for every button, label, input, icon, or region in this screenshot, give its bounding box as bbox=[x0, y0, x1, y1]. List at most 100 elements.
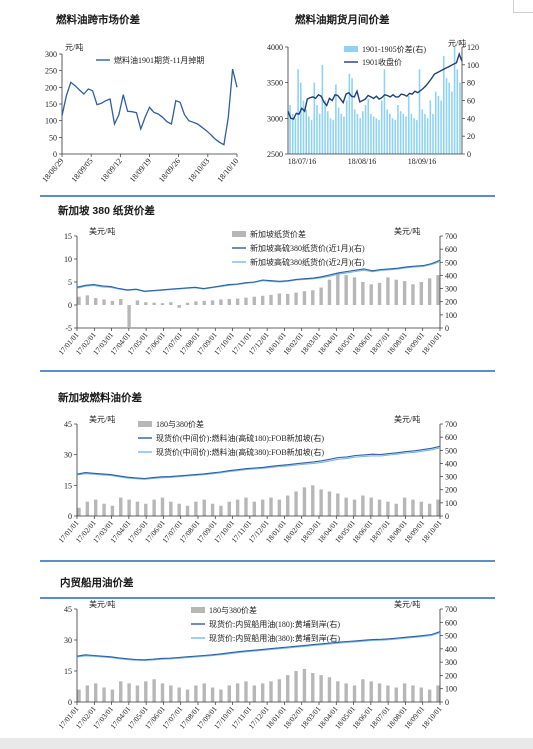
c5-bar bbox=[102, 687, 106, 702]
c4-y2tick-label: 700 bbox=[445, 420, 457, 429]
page-corner-mark bbox=[513, 0, 533, 13]
c5-bar bbox=[244, 681, 248, 702]
c2-ytick-label: 3000 bbox=[267, 114, 283, 123]
c1-legend-label: 燃料油1901期货-11月掉期 bbox=[114, 55, 204, 65]
section-title-domestic-bunker: 内贸船用油价差 bbox=[60, 577, 134, 589]
c3-bar bbox=[110, 300, 115, 305]
c5-bar bbox=[219, 689, 223, 702]
c3-bar bbox=[336, 272, 340, 305]
c4-bar bbox=[294, 491, 298, 516]
c4-ytick-label: 0 bbox=[68, 512, 72, 521]
c2-bar bbox=[429, 100, 432, 154]
c3-bar bbox=[185, 302, 190, 305]
c2-bar bbox=[399, 111, 402, 154]
c3-bar bbox=[127, 305, 131, 328]
c4-bar bbox=[85, 501, 90, 516]
c2-legend-label: 1901收盘价 bbox=[362, 57, 402, 67]
c3-bar bbox=[361, 282, 365, 305]
c2-bar bbox=[410, 113, 413, 154]
c4-bar bbox=[277, 499, 282, 516]
c2-ytick-label: 3500 bbox=[267, 79, 283, 88]
c2-bar bbox=[318, 113, 321, 154]
c2-y2tick-label: 120 bbox=[467, 43, 479, 52]
c2-bar bbox=[386, 109, 388, 154]
c3-legend-swatch bbox=[232, 231, 246, 237]
c5-bar bbox=[377, 683, 382, 702]
c2-bar bbox=[308, 116, 310, 154]
c5-bar bbox=[336, 681, 340, 702]
c5-bar bbox=[169, 685, 173, 702]
c4-legend-label: 现货价(中间价):燃料油(高硫380):FOB新加坡(右) bbox=[156, 447, 324, 457]
c4-bar bbox=[219, 505, 223, 516]
c2-bar bbox=[337, 107, 340, 154]
c5-series2-line bbox=[76, 632, 441, 662]
c3-bar bbox=[386, 277, 390, 305]
c2-bar bbox=[440, 100, 442, 154]
c2-bar bbox=[405, 116, 407, 154]
c5-bar bbox=[77, 689, 81, 702]
c4-y2tick-label: 400 bbox=[445, 459, 457, 468]
section-title-cross-market: 燃料油跨市场价差 bbox=[56, 14, 140, 26]
c3-series1-line bbox=[76, 259, 441, 292]
c3-y2tick-label: 700 bbox=[445, 232, 457, 241]
c5-bar bbox=[252, 685, 257, 702]
c3-ytick-label: 0 bbox=[68, 301, 72, 310]
c5-bar bbox=[135, 685, 140, 702]
c2-bar bbox=[356, 113, 359, 154]
c4-bar bbox=[194, 501, 198, 516]
c5-bar bbox=[160, 683, 165, 702]
section-title-calendar-spread: 燃料油期货月间价差 bbox=[295, 14, 390, 26]
divider-2 bbox=[40, 370, 495, 372]
c4-bar bbox=[377, 499, 382, 516]
c2-bar bbox=[397, 104, 399, 154]
c3-bar bbox=[377, 282, 382, 305]
c2-bar bbox=[394, 120, 397, 154]
c4-bar bbox=[177, 503, 181, 516]
c1-series-line bbox=[61, 68, 238, 146]
c4-bar bbox=[93, 499, 98, 516]
c5-bar bbox=[93, 683, 98, 702]
c1-ytick-label: 100 bbox=[45, 117, 57, 126]
c4-bar bbox=[352, 499, 357, 516]
c3-y2tick-label: 0 bbox=[445, 324, 449, 333]
c5-bar bbox=[119, 681, 123, 702]
c3-bar bbox=[227, 299, 231, 305]
c1-ytick-label: 0 bbox=[53, 150, 57, 159]
c4-bar bbox=[269, 497, 273, 516]
c3-legend-label: 新加坡高硫380纸货价(近1月)(右) bbox=[250, 243, 365, 253]
c2-bar bbox=[370, 113, 372, 154]
c4-bar bbox=[202, 499, 206, 516]
c5-bar bbox=[144, 681, 148, 702]
c3-bar bbox=[269, 294, 273, 305]
c4-bar bbox=[160, 497, 165, 516]
c4-bar bbox=[135, 501, 140, 516]
c5-bar bbox=[235, 683, 240, 702]
c1-ytick-label: 250 bbox=[45, 67, 57, 76]
c4-y2tick-label: 100 bbox=[445, 499, 457, 508]
c5-bar bbox=[427, 689, 432, 702]
c5-y2tick-label: 300 bbox=[445, 658, 457, 667]
c1-xtick-label: 18/09/26 bbox=[157, 157, 182, 185]
c4-ytick-label: 30 bbox=[64, 451, 72, 460]
c3-legend-label: 新加坡高硫380纸货价(近2月)(右) bbox=[250, 257, 365, 267]
c5-legend-swatch bbox=[191, 607, 205, 613]
c5-bar bbox=[277, 679, 282, 702]
c2-bar bbox=[351, 78, 353, 154]
c5-bar bbox=[110, 689, 115, 702]
c5-bar bbox=[369, 681, 373, 702]
c5-bar bbox=[352, 685, 357, 702]
c1-xtick-label: 18/09/19 bbox=[128, 157, 153, 185]
c1-xtick-label: 18/10/10 bbox=[215, 157, 240, 185]
c2-bar bbox=[448, 82, 451, 154]
c3-bar bbox=[85, 295, 90, 305]
c3-bar bbox=[302, 291, 307, 305]
c2-y2tick-label: 0 bbox=[467, 150, 471, 159]
c3-bar bbox=[394, 279, 398, 305]
c5-y2tick-label: 600 bbox=[445, 618, 457, 627]
c1-ytick-label: 200 bbox=[45, 83, 57, 92]
c5-y2tick-label: 0 bbox=[445, 698, 449, 707]
c5-legend-label: 180与380价差 bbox=[209, 605, 257, 615]
c2-bar bbox=[324, 100, 326, 154]
c2-bar bbox=[353, 109, 356, 154]
c4-legend-label: 180与380价差 bbox=[156, 419, 204, 429]
